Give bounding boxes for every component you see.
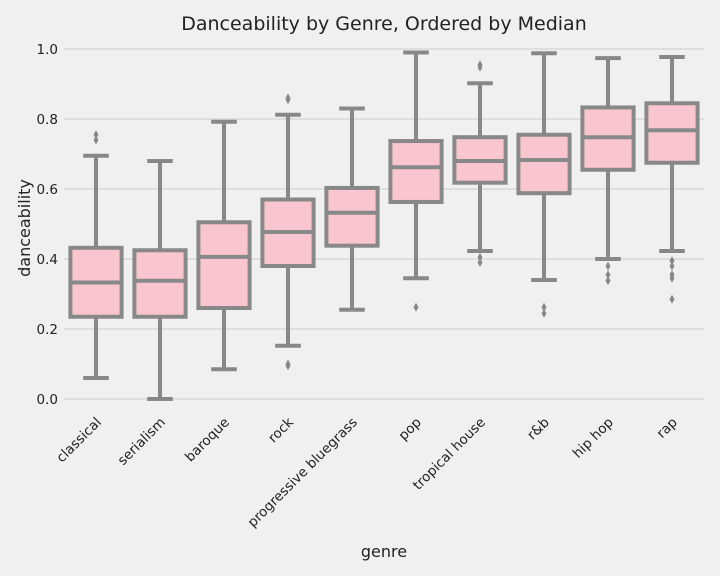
outlier-point [605, 276, 611, 286]
box-4 [324, 106, 380, 312]
box-6 [452, 60, 508, 267]
iqr-box [324, 185, 380, 248]
outlier-point [669, 261, 675, 271]
y-axis-label: danceability [15, 179, 34, 277]
x-axis-ticks: classical serialism baroque rockprogressive… [53, 414, 680, 530]
box-7 [516, 51, 572, 318]
outlier-point [477, 60, 483, 70]
iqr-box [196, 220, 252, 310]
outlier-point [285, 359, 291, 369]
y-tick-label-4: 0.8 [37, 112, 58, 128]
outlier-point [669, 256, 675, 266]
box-5 [388, 50, 444, 312]
y-tick-label-2: 0.4 [37, 252, 58, 268]
y-tick-label-5: 1.0 [37, 42, 58, 58]
x-tick-label-0: classical [53, 415, 104, 466]
x-tick-label-2: baroque [182, 415, 233, 466]
outlier-point [605, 261, 611, 271]
iqr-box [516, 132, 572, 196]
outlier-point [93, 130, 99, 140]
x-tick-label-7: r&b [524, 415, 553, 444]
iqr-box [388, 139, 444, 204]
box-1 [132, 159, 188, 401]
y-tick-label-3: 0.6 [37, 182, 58, 198]
outlier-point [93, 135, 99, 145]
x-axis-label: genre [361, 542, 407, 561]
outlier-point [669, 294, 675, 304]
outlier-point [477, 252, 483, 262]
box-series [68, 50, 700, 401]
y-tick-label-1: 0.2 [37, 322, 58, 338]
x-tick-label-8: hip hop [570, 415, 617, 462]
x-tick-label-5: pop [396, 415, 425, 444]
box-9 [644, 55, 700, 304]
outlier-point [669, 270, 675, 280]
iqr-box [132, 248, 188, 319]
x-tick-label-9: rap [654, 415, 681, 442]
y-tick-label-0: 0.0 [37, 392, 58, 408]
outlier-point [285, 93, 291, 103]
box-0 [68, 130, 124, 380]
box-3 [260, 93, 316, 371]
chart-title: Danceability by Genre, Ordered by Median [181, 13, 587, 35]
outlier-point [413, 302, 419, 312]
box-2 [196, 119, 252, 372]
x-tick-label-3: rock [265, 414, 297, 446]
x-tick-label-1: serialism [115, 415, 169, 469]
outlier-point [541, 308, 547, 318]
box-8 [580, 56, 636, 286]
outlier-point [541, 302, 547, 312]
x-tick-label-4: progressive bluegrass [245, 415, 361, 531]
outlier-point [477, 258, 483, 267]
iqr-box [644, 101, 700, 165]
outlier-point [605, 270, 611, 280]
y-axis-ticks: 0.0 0.2 0.4 0.6 0.8 1.0 [37, 42, 58, 408]
